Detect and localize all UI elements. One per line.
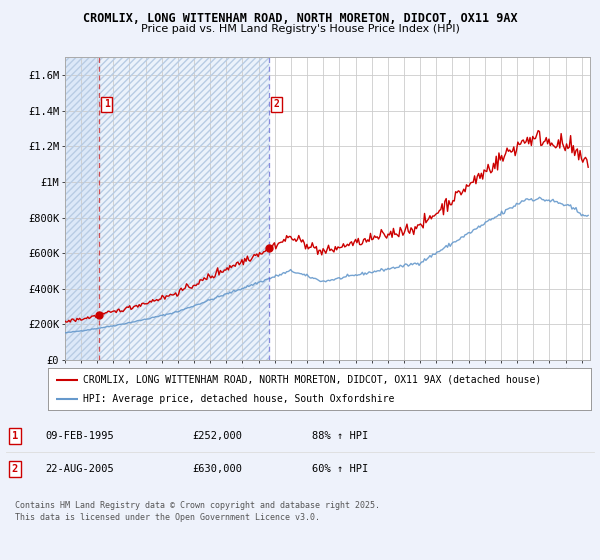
Text: £252,000: £252,000 <box>192 431 242 441</box>
Bar <box>99 57 269 360</box>
Text: Contains HM Land Registry data © Crown copyright and database right 2025.
This d: Contains HM Land Registry data © Crown c… <box>15 501 380 522</box>
Text: 2: 2 <box>12 464 18 474</box>
Text: HPI: Average price, detached house, South Oxfordshire: HPI: Average price, detached house, Sout… <box>83 394 395 404</box>
Text: CROMLIX, LONG WITTENHAM ROAD, NORTH MORETON, DIDCOT, OX11 9AX (detached house): CROMLIX, LONG WITTENHAM ROAD, NORTH MORE… <box>83 375 542 385</box>
Text: 22-AUG-2005: 22-AUG-2005 <box>45 464 114 474</box>
Bar <box>65 57 99 360</box>
Bar <box>99 57 269 360</box>
Text: £630,000: £630,000 <box>192 464 242 474</box>
Text: 09-FEB-1995: 09-FEB-1995 <box>45 431 114 441</box>
Bar <box>65 57 99 360</box>
Text: 88% ↑ HPI: 88% ↑ HPI <box>312 431 368 441</box>
Text: Price paid vs. HM Land Registry's House Price Index (HPI): Price paid vs. HM Land Registry's House … <box>140 24 460 34</box>
Text: 1: 1 <box>104 99 110 109</box>
Text: 1: 1 <box>12 431 18 441</box>
Text: 2: 2 <box>274 99 280 109</box>
Text: 60% ↑ HPI: 60% ↑ HPI <box>312 464 368 474</box>
Text: CROMLIX, LONG WITTENHAM ROAD, NORTH MORETON, DIDCOT, OX11 9AX: CROMLIX, LONG WITTENHAM ROAD, NORTH MORE… <box>83 12 517 25</box>
